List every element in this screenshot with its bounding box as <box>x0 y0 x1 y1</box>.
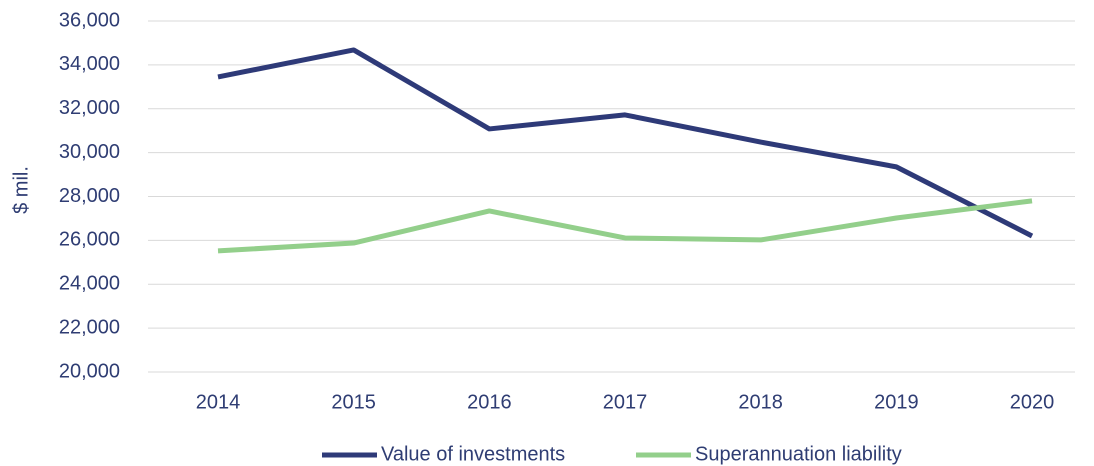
y-tick-label: 32,000 <box>59 97 120 119</box>
x-tick-label: 2020 <box>1010 391 1055 413</box>
x-tick-label: 2018 <box>738 391 783 413</box>
y-tick-label: 24,000 <box>59 273 120 295</box>
y-tick-label: 20,000 <box>59 360 120 382</box>
y-tick-label: 30,000 <box>59 141 120 163</box>
x-tick-label: 2017 <box>603 391 648 413</box>
x-tick-label: 2014 <box>196 391 241 413</box>
x-tick-label: 2016 <box>467 391 512 413</box>
legend-label: Superannuation liability <box>695 443 902 465</box>
y-tick-label: 22,000 <box>59 316 120 338</box>
y-axis-label: $ mil. <box>10 166 32 214</box>
y-tick-label: 28,000 <box>59 185 120 207</box>
x-tick-label: 2019 <box>874 391 919 413</box>
series-line <box>217 47 1034 239</box>
series-line <box>217 198 1033 254</box>
y-tick-label: 34,000 <box>59 53 120 75</box>
y-tick-label: 26,000 <box>59 229 120 251</box>
y-tick-label: 36,000 <box>59 9 120 31</box>
x-tick-label: 2015 <box>331 391 376 413</box>
legend-label: Value of investments <box>381 443 565 465</box>
